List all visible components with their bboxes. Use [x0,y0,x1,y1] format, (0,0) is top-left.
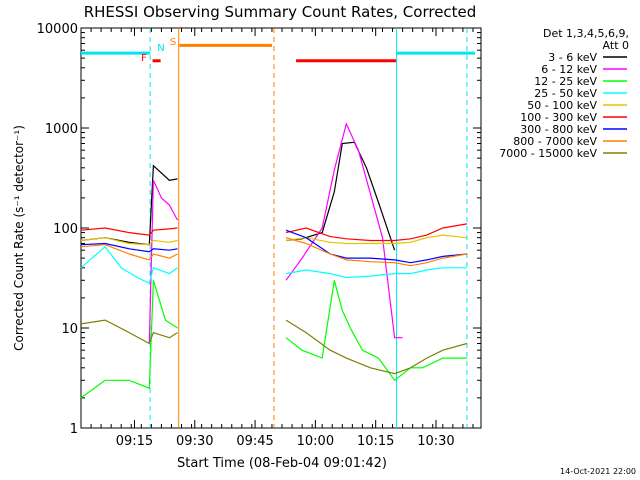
x-tick-label: 09:30 [176,434,213,449]
y-tick-label: 10 [61,322,78,337]
x-tick-label: 10:30 [417,434,454,449]
y-tick-label: 1000 [45,122,78,137]
x-axis-ticks: 09:15 09:30 09:45 10:00 10:15 10:30 [80,28,474,449]
y-tick-label: 1 [70,422,78,437]
status-flag-label: S [170,37,176,48]
chart-title: RHESSI Observing Summary Count Rates, Co… [84,3,477,21]
x-tick-label: 09:15 [116,434,153,449]
series-group [80,122,468,399]
status-bars: FNS [81,37,475,64]
x-tick-label: 10:00 [297,434,334,449]
legend-header: Att 0 [603,39,629,52]
legend-entry-label: 12 - 25 keV [534,75,597,88]
legend-entry-label: 100 - 300 keV [520,111,597,124]
x-tick-label: 10:15 [357,434,394,449]
series-line [80,234,467,246]
series-line [80,223,468,242]
legend-entry-label: 6 - 12 keV [541,63,597,76]
series-line [80,141,396,251]
y-axis-label: Corrected Count Rate (s⁻¹ detector⁻¹) [12,125,26,351]
series-line [80,229,467,264]
status-flag-label: F [141,53,147,64]
y-tick-label: 10000 [37,22,78,37]
x-axis-label: Start Time (08-Feb-04 09:01:42) [177,456,387,471]
y-tick-label: 100 [53,222,78,237]
timestamp: 14-Oct-2021 22:00 [560,467,636,476]
series-line [80,280,467,399]
legend-entry-label: 300 - 800 keV [520,123,597,136]
legend-entry-label: 25 - 50 keV [534,87,597,100]
series-line [80,319,468,375]
y-axis-ticks: 1 10 100 1000 10000 [37,22,481,437]
legend-entry-label: 50 - 100 keV [527,99,597,112]
series-line [80,245,467,285]
legend-entry-label: 800 - 7000 keV [513,135,597,148]
legend-header: Det 1,3,4,5,6,9, [543,27,629,40]
status-flag-label: N [157,43,164,54]
series-line [148,122,403,344]
legend-entry-label: 3 - 6 keV [548,51,597,64]
legend-entry-label: 7000 - 15000 keV [499,147,597,160]
x-tick-label: 09:45 [236,434,273,449]
series-line [80,237,468,267]
